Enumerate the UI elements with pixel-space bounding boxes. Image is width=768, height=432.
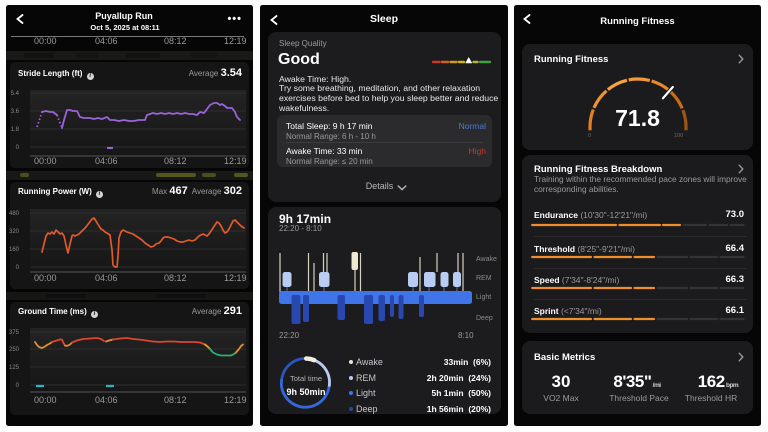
svg-text:0: 0: [16, 383, 20, 389]
svg-text:3.6: 3.6: [11, 109, 20, 115]
svg-text:100: 100: [674, 133, 683, 139]
svg-text:Light: Light: [476, 294, 491, 301]
svg-text:REM: REM: [476, 275, 492, 282]
svg-text:5.4: 5.4: [11, 91, 20, 97]
svg-text:Awake: Awake: [476, 256, 497, 263]
svg-text:0: 0: [16, 265, 20, 271]
svg-text:Deep: Deep: [476, 315, 493, 322]
svg-text:160: 160: [9, 247, 20, 253]
svg-text:0: 0: [16, 145, 20, 151]
svg-text:1.8: 1.8: [11, 127, 20, 133]
svg-text:125: 125: [9, 365, 20, 371]
svg-text:250: 250: [9, 347, 20, 353]
svg-text:0: 0: [588, 133, 591, 139]
svg-text:320: 320: [9, 229, 20, 235]
svg-text:375: 375: [9, 330, 20, 336]
svg-text:480: 480: [9, 211, 20, 217]
